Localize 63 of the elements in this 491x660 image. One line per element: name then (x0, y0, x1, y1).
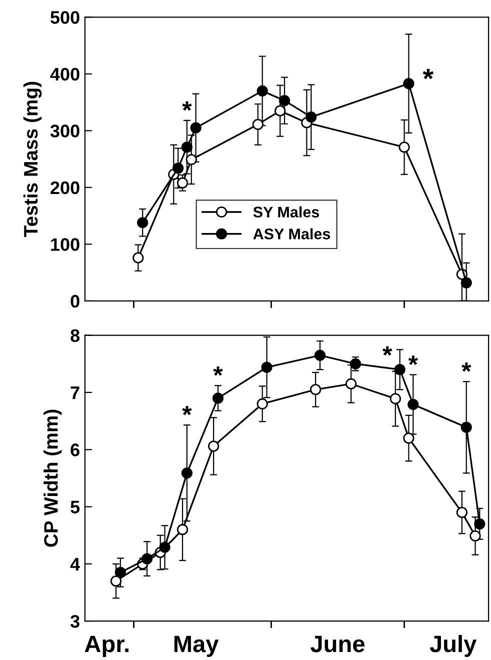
legend-label: SY Males (253, 206, 320, 218)
point (470, 530, 481, 542)
point (314, 350, 326, 361)
y-tick-label: 500 (50, 11, 80, 24)
point (176, 177, 188, 188)
point (252, 118, 264, 130)
point (346, 378, 357, 390)
point (306, 112, 317, 123)
point (256, 85, 268, 97)
y-axis-title: CP Width (mm) (44, 410, 62, 547)
y-tick-label: 0 (70, 294, 80, 308)
point (190, 122, 202, 134)
point (186, 154, 197, 166)
y-axis-title: Testis Mass (mg) (23, 82, 42, 237)
point (181, 467, 193, 479)
annotation: * (182, 101, 192, 111)
y-tick-label: 7 (70, 386, 80, 399)
point (398, 142, 410, 153)
annotation: * (422, 68, 434, 80)
point (114, 566, 126, 578)
point (212, 392, 224, 404)
y-tick-label: 8 (70, 329, 80, 342)
y-tick-label: 200 (50, 181, 80, 194)
x-tick-label: Apr. (84, 636, 128, 657)
legend-label: ASY Males (253, 228, 330, 240)
y-tick-label: 100 (51, 238, 80, 251)
point (390, 393, 401, 404)
point (403, 432, 414, 444)
point (176, 524, 188, 536)
point (274, 105, 286, 116)
point (474, 518, 486, 530)
point (408, 398, 419, 410)
point (132, 252, 144, 264)
point (278, 95, 290, 106)
point (460, 422, 472, 433)
annotation: * (213, 366, 223, 376)
y-tick-label: 5 (70, 500, 80, 514)
point (310, 384, 322, 396)
point (208, 440, 220, 452)
point (181, 142, 193, 153)
x-tick-label: June (310, 636, 364, 652)
annotation: * (408, 356, 418, 365)
point (394, 364, 406, 376)
x-tick-label: July (430, 634, 477, 657)
y-tick-label: 4 (70, 558, 80, 570)
y-tick-label: 3 (70, 614, 80, 628)
annotation: * (462, 362, 472, 372)
annotation: * (382, 346, 392, 356)
point (137, 217, 148, 228)
point (350, 358, 362, 370)
point (159, 542, 170, 553)
x-tick-label: May (174, 636, 219, 657)
point (456, 506, 468, 518)
y-tick-label: 6 (70, 444, 80, 456)
point (403, 78, 414, 90)
point (141, 553, 153, 564)
point (460, 277, 472, 288)
y-tick-label: 300 (50, 124, 80, 138)
annotation: * (182, 406, 192, 416)
point (256, 398, 268, 410)
point (110, 575, 122, 587)
y-tick-label: 400 (50, 68, 80, 81)
point (261, 362, 272, 373)
